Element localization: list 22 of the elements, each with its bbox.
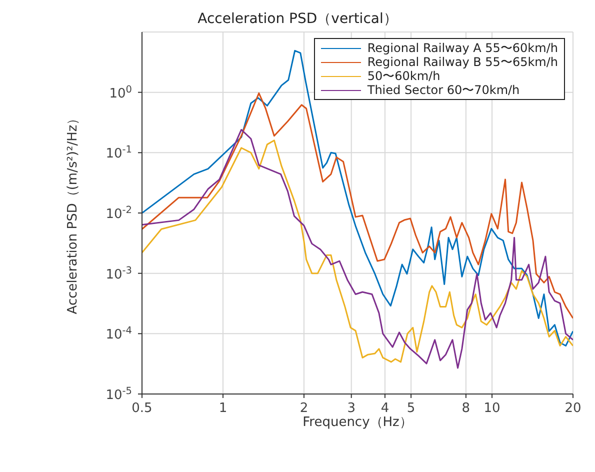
x-tick-label: 1 [218, 401, 228, 416]
x-tick-label: 3 [347, 401, 356, 416]
legend-label: 50〜60km/h [367, 69, 440, 83]
y-tick-label: 10$^{0}$ [109, 84, 132, 102]
chart-title: Acceleration PSD（vertical） [196, 10, 398, 28]
x-tick-label: 2 [300, 401, 308, 416]
x-tick-label: 20 [564, 401, 582, 416]
x-tick-label: 10 [484, 401, 500, 416]
x-tick-label: 8 [462, 401, 470, 416]
y-axis-title: Acceleration PSD（(m/s²)²/Hz） [66, 112, 81, 314]
y-tick-label: 10$^{-5}$ [106, 386, 132, 403]
x-tick-label: 4 [380, 401, 390, 416]
y-tick-label: 10$^{-1}$ [106, 144, 132, 162]
y-tick-label: 10$^{-2}$ [106, 204, 132, 222]
legend-label: Regional Railway B 55〜65km/h [367, 55, 558, 69]
x-tick-label: 5 [406, 401, 416, 416]
x-axis-title: Frequency（Hz） [302, 415, 412, 430]
y-tick-label: 10$^{-4}$ [106, 325, 132, 343]
x-tick-label: 0.5 [132, 401, 152, 416]
legend-label: Regional Railway A 55〜60km/h [367, 41, 558, 55]
legend-label: Thied Sector 60〜70km/h [367, 83, 520, 97]
y-tick-label: 10$^{-3}$ [106, 264, 132, 282]
